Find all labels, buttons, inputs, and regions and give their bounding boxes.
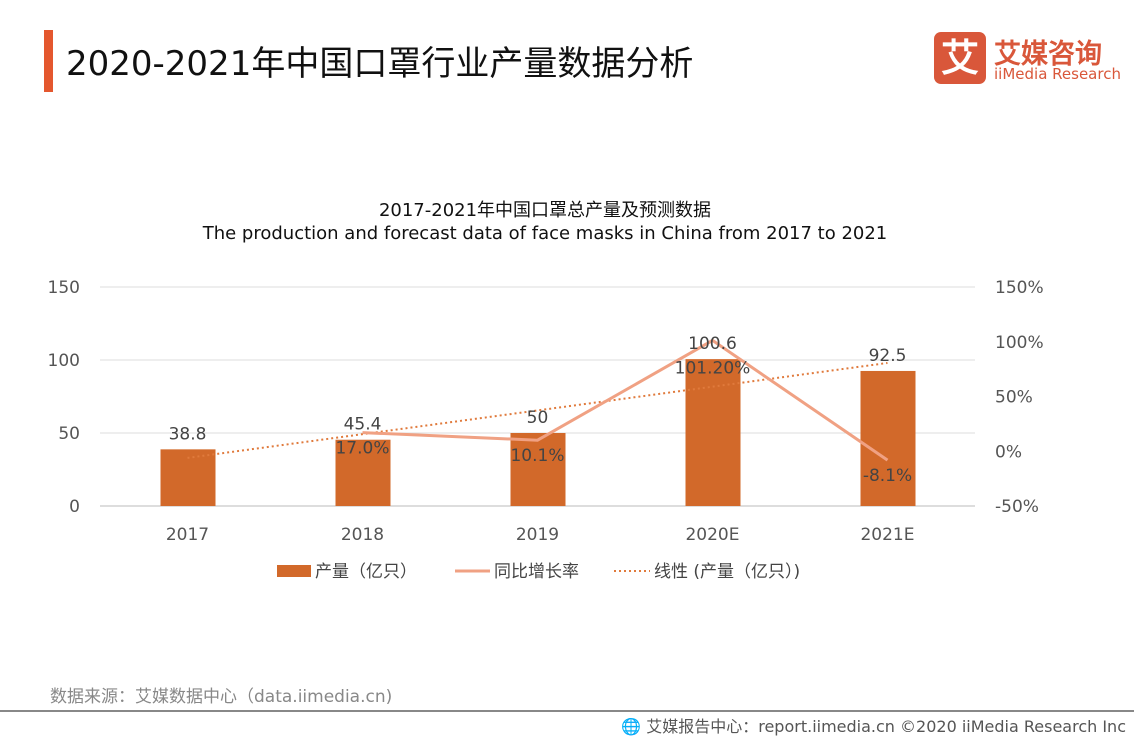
globe-icon: 🌐	[621, 717, 647, 736]
right-tick-label: 0%	[995, 442, 1022, 462]
legend-line-label: 同比增长率	[494, 562, 579, 582]
footer-divider	[0, 710, 1134, 712]
bar-data-label: 38.8	[169, 424, 207, 444]
bar-data-label: 45.4	[344, 415, 382, 435]
x-tick-label: 2021E	[860, 525, 914, 545]
logo-cn: 艾媒咨询	[994, 39, 1102, 70]
x-tick-label: 2020E	[685, 525, 739, 545]
bar	[860, 370, 916, 506]
growth-data-label: 101.20%	[675, 358, 751, 378]
bar	[335, 439, 391, 506]
footer-label: 艾媒报告中心：report.iimedia.cn ©2020 iiMedia R…	[646, 717, 1126, 736]
legend-trend-label: 线性 (产量（亿只）)	[654, 562, 800, 582]
right-tick-label: 50%	[995, 388, 1033, 408]
page-title: 2020-2021年中国口罩行业产量数据分析	[66, 44, 694, 84]
growth-data-label: 17.0%	[335, 439, 389, 459]
legend-bar-swatch	[277, 565, 311, 577]
growth-line	[362, 338, 889, 462]
bar-data-label: 92.5	[869, 346, 907, 366]
bar	[685, 359, 741, 506]
bar-data-label: 100.6	[688, 334, 737, 354]
left-tick-label: 50	[58, 424, 80, 444]
right-tick-label: -50%	[995, 497, 1039, 517]
growth-data-label: 10.1%	[510, 446, 564, 466]
logo-mark: 艾	[934, 32, 986, 84]
logo-en: iiMedia Research	[994, 65, 1121, 83]
x-tick-label: 2018	[341, 525, 384, 545]
logo: 艾 艾媒咨询 iiMedia Research	[934, 32, 1121, 86]
left-tick-label: 150	[48, 278, 80, 298]
x-tick-label: 2017	[166, 525, 209, 545]
source-note: 数据来源：艾媒数据中心（data.iimedia.cn)	[50, 687, 393, 707]
bar-data-label: 50	[527, 408, 549, 428]
title-accent-bar	[44, 30, 53, 92]
legend-bar-label: 产量（亿只）	[315, 562, 417, 582]
footer-text: 🌐 艾媒报告中心：report.iimedia.cn ©2020 iiMedia…	[621, 713, 1126, 737]
bar	[510, 433, 566, 506]
growth-data-label: -8.1%	[863, 466, 912, 486]
chart-title: 2017-2021年中国口罩总产量及预测数据	[379, 200, 711, 221]
left-tick-label: 100	[48, 351, 80, 371]
x-tick-label: 2019	[516, 525, 559, 545]
right-tick-label: 100%	[995, 333, 1044, 353]
chart-subtitle: The production and forecast data of face…	[202, 223, 888, 244]
left-tick-label: 0	[69, 497, 80, 517]
right-tick-label: 150%	[995, 278, 1044, 298]
